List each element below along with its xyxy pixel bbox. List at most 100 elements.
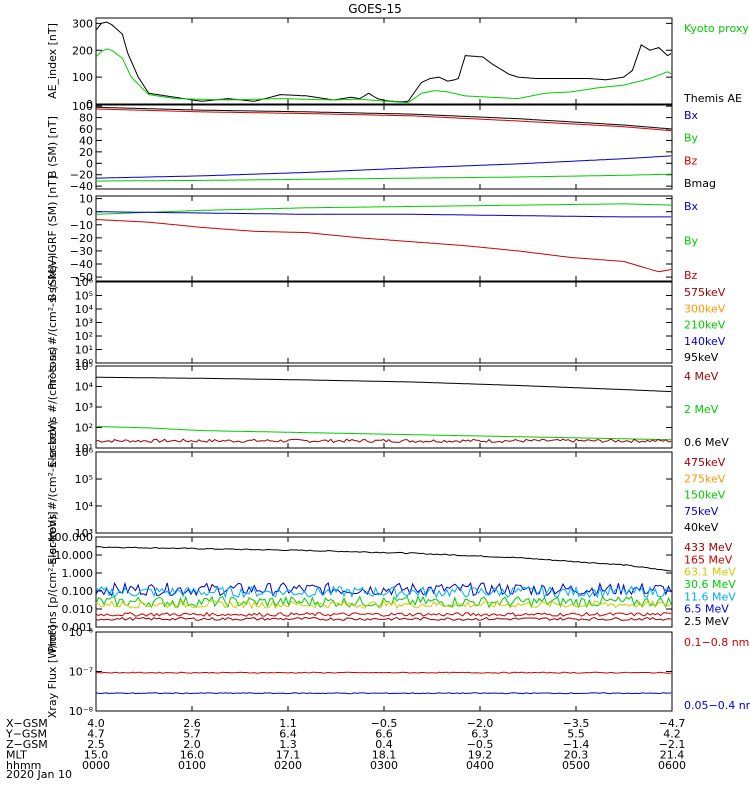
panel-3: 100−10−20−30−40−50B (SM)−IGRF (SM) [nT] B… [46,176,699,301]
x-tick-label: −2.0 [467,717,494,730]
x-tick-label: −3.5 [563,717,590,730]
series-line-4 [95,595,672,609]
legend-entry: Bz [684,154,698,167]
series-line-1 [95,21,672,103]
y-axis-label: B (SM) [nT] [46,116,59,178]
x-row-label: Y−GSM [5,728,47,741]
series-line-2 [96,426,672,441]
y-tick-label: 10⁴ [75,381,94,394]
x-tick-label: 0500 [562,759,590,772]
x-tick-label: 19.2 [468,749,493,762]
legend-entry: 40keV [684,521,719,534]
y-tick-label: 200 [72,44,93,57]
y-tick-label: 60 [79,123,93,136]
panel-frame [95,631,673,712]
series-line-3 [95,585,672,599]
y-tick-label: −40 [70,258,93,271]
plot-title: GOES-15 [348,2,402,16]
series-line-1 [95,545,672,572]
x-tick-label: 6.6 [375,728,393,741]
x-tick-label: −2.1 [659,738,686,751]
y-tick-label: 10¹ [75,442,93,455]
y-tick-label: 10⁶ [75,276,94,289]
x-row-label: Z−GSM [6,738,48,751]
legend-entry: 95keV [684,351,719,364]
legend-entry: 433 MeV [684,541,733,554]
x-row-label: hhmm [6,759,41,772]
y-tick-label: 0 [86,157,93,170]
series-line-2 [95,48,672,104]
legend-entry: By [684,132,699,145]
y-tick-label: 40 [79,134,93,147]
x-tick-label: 0.4 [375,738,393,751]
x-tick-label: 4.2 [663,728,681,741]
legend-entry: 140keV [684,335,726,348]
y-tick-label: 10.000 [55,549,94,562]
series-line-2 [95,581,672,597]
panel-6: 10³ 10⁴ 10⁵ 10⁶ Electrons #/(cm²-s-sr-keV) 47… [46,420,726,564]
legend-entry: 165 MeV [684,553,733,566]
x-tick-label: 18.1 [372,749,397,762]
x-tick-label: −0.5 [371,717,398,730]
legend-entry: 300keV [684,302,726,315]
series-line-4 [96,173,672,182]
y-tick-label: 10⁵ [75,360,93,373]
x-tick-label: 4.7 [87,728,105,741]
x-tick-label: 0400 [466,759,494,772]
y-tick-label: 0 [86,98,93,111]
y-axis-label: Xray Flux [W/m²] [46,625,59,718]
x-tick-label: 2.6 [183,717,201,730]
series-line-6 [95,611,672,617]
x-tick-label: 5.7 [183,728,201,741]
x-tick-label: 16.0 [180,749,205,762]
y-tick-label: 10⁵ [75,290,93,303]
y-tick-label: 10⁴ [75,500,94,513]
legend-entry: 6.5 MeV [684,603,729,616]
y-tick-label: 10⁰ [75,357,94,370]
x-row-label: MLT [6,749,27,762]
y-tick-label: 10² [75,422,93,435]
y-tick-label: 10⁻⁷ [69,666,93,679]
y-axis-label: Protons #/(cm²-s-sr-keV) [46,255,59,390]
legend-entry: 4 MeV [684,370,719,383]
x-tick-label: 17.1 [276,749,301,762]
y-axis-label: AE_index [nT] [46,23,59,99]
panel-5: 10¹ 10² 10³ 10⁴ 10⁵ Electrons #/(cm²-s-sr) 4 M… [46,347,729,468]
y-tick-label: 10¹ [75,344,93,357]
series-line-3 [95,438,672,444]
series-line-1 [95,671,672,674]
legend-entry: Bz [684,269,698,282]
y-tick-label: 10³ [75,527,93,540]
legend-entry: 575keV [684,286,726,299]
legend-entry: 0.6 MeV [684,436,729,449]
x-tick-label: 6.3 [471,728,489,741]
series-line-2 [96,108,672,132]
series-line-1 [95,203,672,215]
y-tick-label: 100 [72,100,93,113]
x-tick-label: 4.0 [87,717,105,730]
x-tick-label: −4.7 [659,717,686,730]
y-tick-label: 0.001 [62,621,94,634]
legend-entry: 2 MeV [684,403,719,416]
x-tick-label: 20.3 [564,749,589,762]
x-tick-label: −0.5 [467,738,494,751]
x-row-label: X−GSM [6,717,48,730]
y-tick-label: −30 [70,245,93,258]
legend-entry: 0.05−0.4 nm [684,699,750,712]
y-tick-label: 100.000 [48,531,94,544]
panel-frame [95,281,673,364]
y-axis-label: Electrons #/(cm²-s-sr-keV) [46,420,59,564]
y-tick-label: 10⁴ [75,303,94,316]
y-tick-label: 10³ [75,317,93,330]
y-tick-label: 100 [72,71,93,84]
x-tick-label: −1.4 [563,738,590,751]
series-line-3 [96,155,672,179]
legend-entry: 150keV [684,489,726,502]
y-tick-label: −50 [70,271,93,284]
legend-entry: 0.1−0.8 nm [684,636,749,649]
x-tick-label: 1.3 [279,738,297,751]
